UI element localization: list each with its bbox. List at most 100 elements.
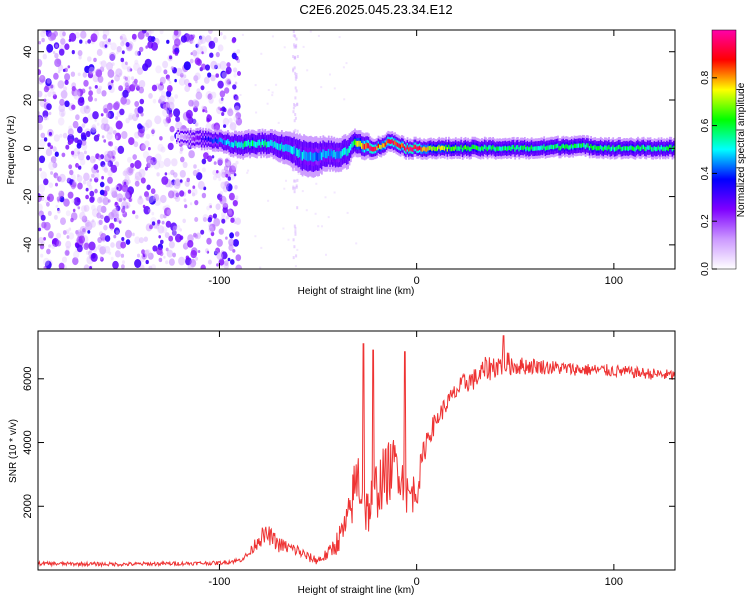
spectrogram-noise-cell [107, 38, 111, 43]
spectrogram-signal-cell [641, 145, 644, 150]
spectrogram-noise-cell [77, 151, 85, 161]
spectrogram-signal-cell [580, 143, 583, 149]
spectrogram-noise-cell [166, 85, 173, 93]
spectrogram-signal-cell [264, 139, 267, 146]
spectrogram-signal-cell [269, 139, 272, 146]
spectrogram-signal-cell [562, 143, 565, 148]
spectrogram-noise-cell [201, 158, 207, 165]
spectrogram-noise-cell [160, 194, 167, 204]
spectrogram-noise-cell [134, 59, 139, 65]
spectrogram-noise-cell [192, 50, 198, 57]
spectrogram-noise-cell [201, 63, 206, 70]
colorbar-tick-label: 0.6 [700, 118, 711, 132]
spectrogram-signal-cell [470, 146, 472, 152]
spectrogram-noise-cell [68, 232, 75, 240]
spectrogram-noise-cell [342, 66, 345, 69]
spectrogram-noise-cell [150, 264, 156, 269]
spectrogram-signal-cell [546, 145, 548, 150]
spectrogram-noise-cell [179, 146, 184, 152]
spectrogram-noise-cell [164, 172, 168, 176]
spectrogram-noise-cell [46, 43, 54, 53]
spectrogram-noise-cell [50, 88, 54, 94]
spectrogram-noise-cell [83, 264, 90, 269]
spectrogram-signal-cell [441, 145, 443, 150]
spectrogram-noise-cell [148, 93, 153, 99]
spectrogram-noise-cell [213, 250, 218, 256]
spectrogram-noise-cell [182, 161, 188, 168]
spectrogram-signal-cell [347, 148, 349, 156]
spectrogram-noise-cell [224, 181, 230, 187]
spectrogram-noise-cell [104, 215, 110, 223]
spectrogram-signal-cell [584, 144, 587, 149]
spectrogram-signal-cell [482, 146, 485, 152]
spectrogram-signal-cell [506, 146, 508, 151]
spectrogram-noise-cell [88, 90, 94, 97]
spectrogram-noise-cell [213, 217, 221, 227]
spectrogram-signal-cell [519, 145, 522, 150]
spectrogram-noise-cell [174, 51, 179, 56]
spectrogram-noise-cell [129, 68, 133, 72]
spectrogram-signal-cell [374, 146, 377, 151]
spectrogram-noise-cell [38, 123, 43, 131]
spectrogram-signal-cell [199, 135, 202, 140]
spectrogram-noise-cell [136, 113, 140, 118]
spectrogram-noise-cell [65, 210, 71, 217]
spectrogram-signal-cell [616, 146, 619, 151]
spectrogram-noise-cell [97, 156, 102, 161]
spectrogram-noise-cell [38, 111, 41, 116]
spectrogram-noise-cell [120, 33, 127, 43]
spectrogram-signal-cell [223, 140, 225, 145]
spectrogram-noise-cell [144, 249, 150, 257]
spectrogram-noise-cell [144, 58, 152, 68]
spectrogram-noise-cell [206, 205, 211, 211]
spectrogram-signal-cell [664, 147, 667, 152]
spectrogram-noise-cell [200, 264, 206, 269]
spectrogram-noise-cell [227, 108, 234, 117]
spectrogram-noise-cell [184, 78, 190, 86]
spectrogram-noise-cell [132, 210, 136, 215]
spectrogram-noise-cell [133, 141, 139, 148]
spectrogram-noise-cell [195, 122, 198, 127]
spectrogram-signal-cell [387, 138, 390, 144]
spectrogram-signal-cell [210, 137, 213, 142]
spectrogram-noise-cell [216, 252, 224, 261]
spectrogram-signal-cell [499, 146, 501, 151]
spectrogram-signal-cell [385, 140, 388, 145]
spectrogram-signal-cell [242, 143, 245, 150]
spectrogram-noise-cell [189, 58, 194, 64]
spectrogram-noise-cell [103, 139, 107, 143]
spectrogram-noise-cell [192, 34, 196, 39]
spectrogram-noise-cell [38, 236, 44, 244]
spectrogram-noise-cell [194, 233, 199, 239]
spectrogram-noise-cell [120, 96, 127, 105]
spectrogram-noise-cell [146, 184, 151, 191]
spectrogram-xtick-label: -100 [208, 275, 230, 287]
spectrogram-signal-cell [564, 145, 566, 150]
spectrogram-signal-cell [565, 144, 568, 149]
spectrogram-noise-cell [119, 35, 123, 40]
spectrogram-noise-cell [96, 169, 99, 173]
spectrogram-noise-cell [174, 78, 177, 83]
spectrogram-signal-cell [176, 135, 178, 139]
spectrogram-signal-cell [468, 147, 471, 152]
spectrogram-noise-cell [86, 180, 92, 187]
spectrogram-noise-cell [107, 150, 114, 159]
spectrogram-noise-cell [83, 150, 87, 155]
spectrogram-noise-cell [67, 65, 71, 69]
spectrogram-noise-cell [151, 211, 155, 216]
spectrogram-noise-cell [241, 33, 244, 36]
spectrogram-noise-cell [232, 200, 238, 207]
spectrogram-panel: -100 0 100 -40 -20 0 20 40 Height of straight l… [6, 29, 676, 297]
spectrogram-noise-cell [162, 108, 170, 117]
snr-xtick-label: -100 [208, 576, 230, 588]
spectrogram-noise-cell [43, 257, 50, 266]
spectrogram-signal-cell [252, 140, 254, 147]
spectrogram-noise-cell [38, 193, 42, 203]
spectrogram-signal-cell [312, 153, 315, 162]
spectrogram-signal-cell [547, 145, 550, 150]
spectrogram-noise-cell [45, 78, 52, 87]
figure-title: C2E6.2025.045.23.34.E12 [299, 2, 452, 17]
spectrogram-signal-cell [239, 142, 242, 149]
spectrogram-noise-cell [169, 125, 175, 133]
spectrogram-noise-cell [119, 108, 125, 116]
